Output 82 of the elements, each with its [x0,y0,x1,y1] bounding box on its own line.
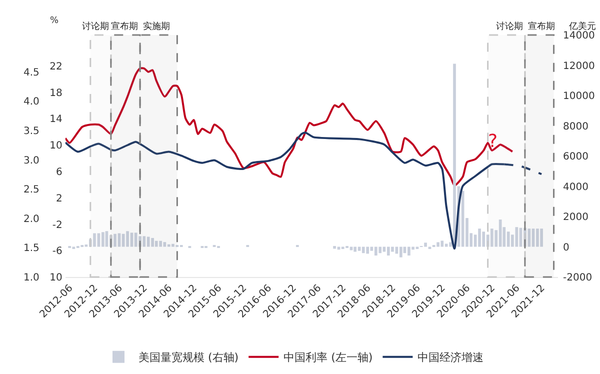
bar [478,228,481,247]
y2-tick-label: 6000 [563,152,588,162]
band-label: 实施期 [143,21,170,32]
y3-tick-label: -6 [52,246,62,258]
y-tick-label: 1.5 [23,243,40,254]
bar [134,232,138,247]
y2-tick-label: 8000 [563,121,588,132]
bar [126,231,129,247]
bar [490,228,494,247]
bar [536,228,539,247]
y-tick-label: 4.0 [23,96,40,108]
bar [378,246,382,254]
y3-tick-label: 22 [50,61,62,72]
bar [453,64,456,247]
bar [114,234,116,247]
y3-tick-label: 10 [50,140,62,152]
y2-tick-label: 2000 [563,212,588,223]
bar [105,231,108,247]
y3-tick-label: -2 [52,220,62,231]
band-label: 讨论期 [496,21,523,32]
y2-tick-label: 0 [563,242,570,254]
bar [151,238,154,247]
y-tick-label: 2.5 [23,184,40,196]
bar [444,244,448,247]
bar [130,232,134,247]
bar [159,240,162,247]
y3-tick-label: 6 [56,167,62,178]
bar [101,232,104,247]
bar [354,246,357,252]
bar [528,228,531,247]
y-tick-label: 1.0 [23,272,40,284]
bar [498,220,502,247]
legend-label: 中国利率 (左一轴) [284,351,373,364]
y2-tick-label: 14000 [563,30,595,42]
bar [391,246,394,252]
bar [167,244,170,247]
annotation: ? [488,131,498,152]
y2-tick-label: 4000 [563,182,588,193]
legend-label: 美国量宽规模 (右轴) [138,351,239,364]
bar [333,246,336,249]
bar [449,242,452,247]
y2-tick-label: -2000 [563,272,592,284]
bar [440,240,444,247]
bar [436,242,440,247]
bar [482,232,486,247]
bar [366,246,370,254]
y3-tick-label: 2 [56,193,62,204]
y-tick-label: 3.5 [23,126,40,138]
bar [154,240,158,247]
bar [93,233,96,247]
y2-tick-label: 10000 [563,91,595,102]
bar [142,236,146,247]
bar [110,235,112,247]
band-label: 讨论期 [82,21,109,32]
bar [515,227,518,247]
y2-tick-label: 12000 [563,60,595,72]
bar [386,246,390,256]
bar [341,246,344,250]
y2-axis-title: 亿美元 [568,21,596,32]
y-tick-label: 2.0 [23,214,40,225]
y3-tick-label: 14 [50,114,62,126]
band-label: 宣布期 [528,21,555,32]
bar [146,236,150,247]
bar [424,242,427,247]
y-axis-title: % [50,16,59,26]
bar [408,246,410,256]
y-tick-label: 4.5 [23,67,40,78]
y3-tick-label: 10 [50,272,62,284]
bar [374,246,378,256]
bar [540,228,543,247]
bar [399,246,402,258]
bar [362,246,365,254]
bar [163,242,166,247]
y-tick-label: 3.0 [23,155,40,166]
bar [72,246,76,250]
band-label: 宣布期 [111,21,138,32]
legend-label: 中国经济增速 [418,351,484,364]
bar [172,244,174,247]
bar [524,228,526,247]
y3-tick-label: 18 [50,88,62,99]
bar [138,236,142,247]
line-series [65,67,514,187]
